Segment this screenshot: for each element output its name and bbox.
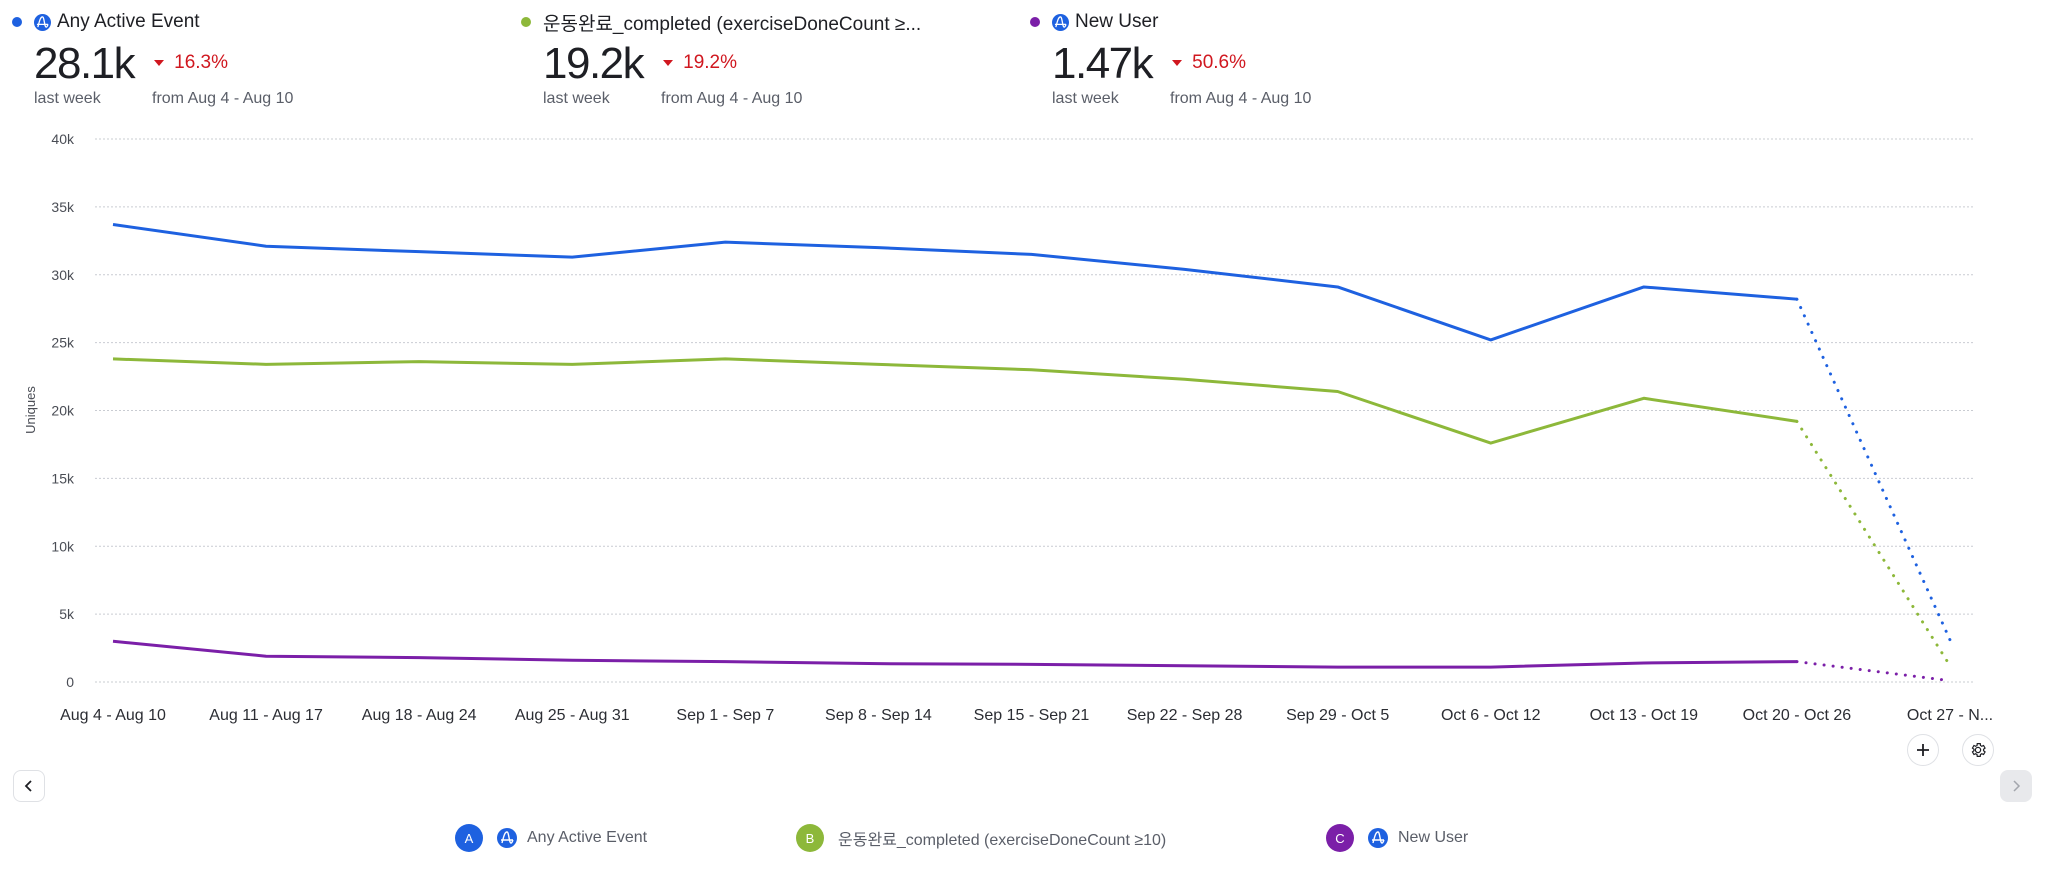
series-color-dot (12, 17, 22, 27)
kpi-any-active-event: Any Active Event 28.1k 16.3% last week f… (12, 8, 293, 108)
series-lines (112, 223, 1952, 683)
plus-icon (1917, 744, 1929, 756)
legend-item-b[interactable]: B 운동완료_completed (exerciseDoneCount ≥10) (796, 824, 1166, 852)
kpi-change: 50.6% (1172, 52, 1246, 74)
amplitude-event-icon (1368, 828, 1388, 848)
kpi-compare: from Aug 4 - Aug 10 (152, 90, 294, 107)
chevron-right-icon (2013, 780, 2021, 792)
series-color-dot (1030, 17, 1040, 27)
amplitude-event-icon (497, 828, 517, 848)
kpi-period: last week (34, 90, 101, 107)
legend-label: New User (1398, 829, 1469, 846)
x-tick-label: Oct 13 - Oct 19 (1590, 707, 1699, 724)
x-tick-label: Sep 1 - Sep 7 (676, 707, 774, 724)
series-incomplete-line-b (1795, 419, 1952, 668)
series-badge: B (796, 824, 824, 852)
kpi-new-user: New User 1.47k 50.6% last week from Aug … (1030, 8, 1311, 108)
down-arrow-icon (1172, 60, 1183, 66)
kpi-change-value: 16.3% (174, 52, 229, 73)
legend-item-a[interactable]: A Any Active Event (455, 824, 647, 852)
settings-button[interactable] (1962, 734, 1994, 766)
kpi-exercise-completed: 운동완료_completed (exerciseDoneCount ≥... 1… (521, 8, 921, 108)
x-tick-label: Oct 6 - Oct 12 (1441, 707, 1541, 724)
prev-button[interactable] (13, 770, 45, 802)
series-incomplete-line-c (1795, 660, 1952, 683)
kpi-change-value: 19.2% (683, 52, 738, 73)
series-badge: C (1326, 824, 1354, 852)
kpi-change-value: 50.6% (1192, 52, 1247, 73)
series-line-a (112, 223, 1798, 342)
y-tick-label: 40k (51, 131, 75, 147)
amplitude-event-icon (1052, 13, 1069, 31)
legend-label: Any Active Event (527, 829, 648, 846)
kpi-compare: from Aug 4 - Aug 10 (1170, 90, 1312, 107)
kpi-value: 19.2k (543, 39, 645, 88)
y-tick-label: 25k (51, 335, 75, 351)
y-tick-label: 30k (51, 267, 75, 283)
kpi-change: 19.2% (663, 52, 737, 74)
y-tick-label: 20k (51, 403, 75, 419)
legend-item-c[interactable]: C New User (1326, 824, 1468, 852)
y-tick-label: 35k (51, 199, 75, 215)
kpi-period: last week (1052, 90, 1119, 107)
line-chart: 0 5k 10k 15k 20k 25k 30k 35k 40k Uniques Aug 4 -… (23, 131, 1993, 724)
y-tick-label: 5k (59, 606, 75, 622)
x-tick-label: Aug 18 - Aug 24 (362, 707, 477, 724)
series-color-dot (521, 17, 531, 27)
y-axis-ticks: 0 5k 10k 15k 20k 25k 30k 35k 40k (51, 131, 75, 690)
x-tick-label: Sep 29 - Oct 5 (1286, 707, 1389, 724)
legend-label: 운동완료_completed (exerciseDoneCount ≥10) (838, 832, 1167, 849)
y-axis-label: Uniques (23, 386, 38, 434)
kpi-label: New User (1075, 11, 1159, 32)
kpi-label: 운동완료_completed (exerciseDoneCount ≥... (543, 13, 922, 35)
gear-icon (1971, 743, 1986, 757)
x-tick-label: Aug 11 - Aug 17 (209, 707, 323, 724)
down-arrow-icon (663, 60, 674, 66)
series-line-c (112, 639, 1797, 669)
series-line-b (112, 357, 1798, 445)
down-arrow-icon (154, 60, 165, 66)
x-tick-label: Aug 25 - Aug 31 (515, 707, 630, 724)
series-incomplete-line-a (1795, 297, 1952, 642)
kpi-period: last week (543, 90, 610, 107)
kpi-change: 16.3% (154, 52, 228, 74)
add-button[interactable] (1907, 734, 1939, 766)
x-tick-label: Sep 8 - Sep 14 (825, 707, 932, 724)
x-tick-label: Oct 20 - Oct 26 (1743, 707, 1852, 724)
gridlines (95, 138, 1975, 683)
x-axis-ticks: Aug 4 - Aug 10 Aug 11 - Aug 17 Aug 18 - Au… (60, 707, 1993, 724)
kpi-value: 1.47k (1052, 39, 1154, 88)
x-tick-label: Sep 15 - Sep 21 (974, 707, 1090, 724)
kpi-compare: from Aug 4 - Aug 10 (661, 90, 803, 107)
kpi-value: 28.1k (34, 39, 136, 88)
kpi-label: Any Active Event (57, 11, 200, 32)
x-tick-label: Oct 27 - N... (1907, 707, 1993, 724)
series-badge: A (455, 824, 483, 852)
y-tick-label: 10k (51, 538, 75, 554)
y-tick-label: 15k (51, 470, 75, 486)
next-button[interactable] (2000, 770, 2032, 802)
y-tick-label: 0 (66, 674, 74, 690)
x-tick-label: Aug 4 - Aug 10 (60, 707, 166, 724)
amplitude-event-icon (34, 13, 51, 31)
x-tick-label: Sep 22 - Sep 28 (1127, 707, 1243, 724)
chevron-left-icon (24, 780, 32, 792)
